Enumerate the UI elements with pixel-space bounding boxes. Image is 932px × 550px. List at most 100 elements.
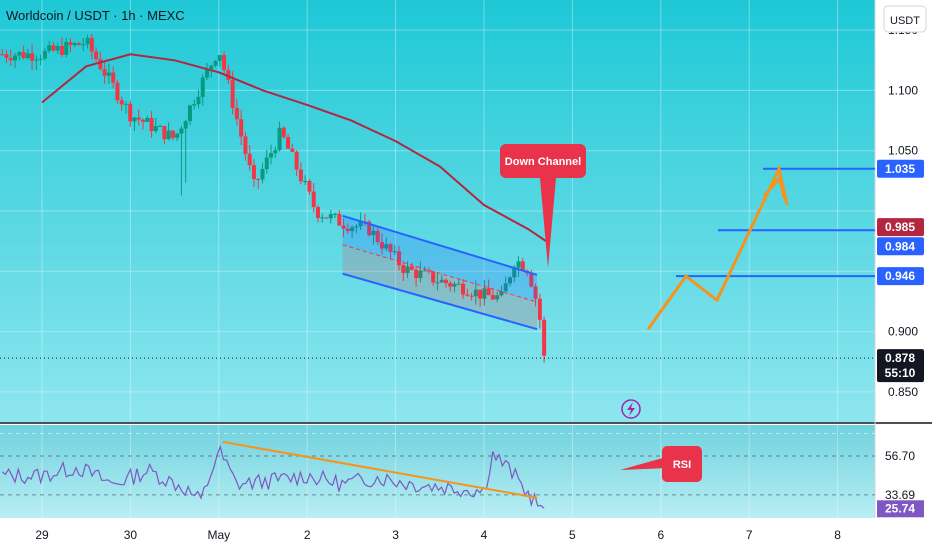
candle-body (187, 105, 192, 122)
candle-body (89, 37, 94, 52)
target-high-badge-bg (877, 159, 924, 178)
channel-lower-line (342, 272, 538, 331)
time-axis-tick: 8 (834, 528, 841, 542)
candle-body (307, 181, 312, 192)
rsi-lower-bg (877, 485, 924, 504)
rsi-pane-background (0, 425, 875, 518)
price-axis-tick: 1.100 (888, 83, 918, 97)
candle-body (482, 288, 487, 299)
time-axis-tick: 30 (124, 528, 138, 542)
candle-body (59, 46, 64, 55)
time-axis-tick: 5 (569, 528, 576, 542)
candle-body (64, 42, 69, 55)
candle-body (98, 59, 103, 70)
candle-body (333, 213, 338, 215)
channel-mid-line (342, 244, 538, 303)
candle-body (47, 45, 52, 51)
candle-body (409, 266, 414, 270)
candle-body (341, 225, 346, 229)
candle-body (337, 213, 342, 226)
candle-body (38, 58, 43, 60)
candle-body (145, 118, 150, 122)
candle-body (435, 282, 440, 284)
target-high-badge: 1.035 (885, 162, 915, 176)
currency-button-label: USDT (890, 15, 920, 27)
symbol-title: Worldcoin / USDT · 1h · MEXC (6, 8, 185, 23)
target-mid-badge: 0.984 (885, 239, 915, 253)
candle-body (196, 96, 201, 105)
candle-body (371, 230, 376, 236)
candle-body (486, 288, 491, 296)
lightning-icon-glyph (627, 402, 635, 416)
countdown-badge: 55:10 (885, 366, 916, 380)
candle-body (303, 181, 308, 183)
candle-body (209, 65, 214, 70)
candle-body (153, 126, 158, 132)
rsi-current-label: 25.74 (885, 501, 915, 515)
price-pane-background (0, 0, 875, 422)
rsi-current-bg (877, 500, 924, 518)
candle-body (273, 150, 278, 154)
candle-body (465, 294, 470, 296)
candle-body (256, 179, 261, 181)
candle-body (222, 55, 227, 70)
candle-body (469, 295, 474, 297)
candle-body (516, 261, 521, 268)
candle-body (397, 251, 402, 266)
ma-value-badge: 0.985 (885, 220, 915, 234)
candle-body (205, 69, 210, 78)
candle-body (85, 37, 90, 45)
candle-body (388, 244, 393, 252)
candle-body (179, 128, 184, 134)
projection-arrowhead (762, 174, 786, 199)
candle-body (102, 69, 107, 76)
channel-lower-fill (342, 244, 538, 330)
candle-body (251, 165, 256, 180)
candle-body (375, 230, 380, 243)
candle-body (141, 119, 146, 122)
rsi-line (1, 444, 545, 509)
candle-body (345, 228, 350, 232)
candle-body (443, 279, 448, 284)
candle-body (499, 291, 504, 296)
time-axis-tick: 2 (304, 528, 311, 542)
price-axis-tick: 0.900 (888, 325, 918, 339)
candle-body (55, 46, 60, 51)
candle-body (132, 117, 137, 122)
candle-body (478, 289, 483, 299)
candle-body (354, 226, 359, 228)
currency-button (883, 5, 927, 33)
candle-body (290, 148, 295, 152)
rsi-callout-pointer (620, 456, 670, 470)
candle-body (217, 55, 222, 61)
candle-body (106, 72, 111, 76)
time-axis-tick: 4 (481, 528, 488, 542)
candle-body (448, 283, 453, 287)
time-axis-tick: 7 (746, 528, 753, 542)
candle-body (512, 267, 517, 278)
rsi-label: RSI (673, 459, 691, 471)
candle-body (379, 242, 384, 249)
candle-body (119, 100, 124, 105)
candle-body (392, 251, 397, 253)
channel-upper-line (342, 214, 538, 276)
candle-body (247, 153, 252, 166)
target-low-badge: 0.946 (885, 269, 915, 283)
candle-body (123, 103, 128, 105)
last-price-badge: 0.878 (885, 351, 915, 365)
rsi-trendline (222, 440, 538, 499)
candle-body (94, 51, 99, 60)
rsi-upper-label: 56.70 (885, 449, 915, 463)
candle-body (507, 277, 512, 284)
candle-body (358, 221, 363, 227)
candle-body (30, 53, 35, 61)
ma-value-badge-bg (877, 218, 924, 237)
callout-pointer (540, 178, 556, 268)
candle-body (260, 169, 265, 180)
candle-body (51, 45, 56, 51)
rsi-lower-label: 33.69 (885, 488, 915, 502)
candle-body (405, 266, 410, 274)
candle-body (115, 82, 120, 101)
